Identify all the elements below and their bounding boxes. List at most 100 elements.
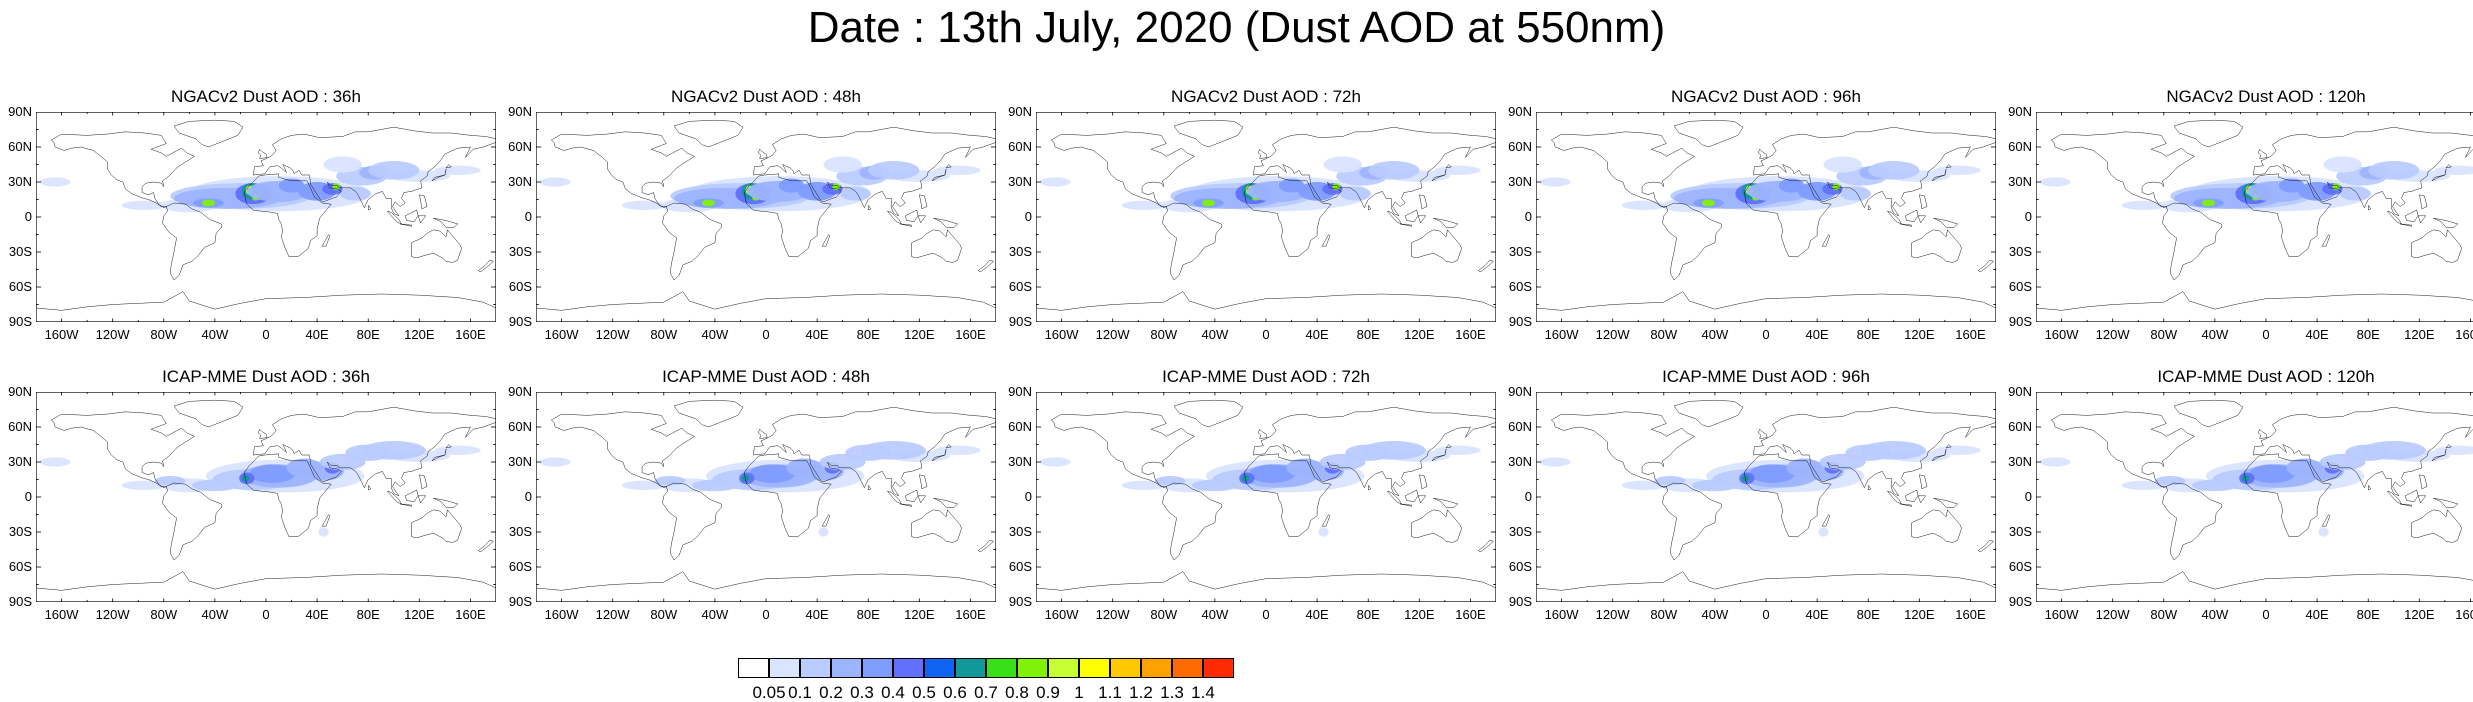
lon-label: 160W — [1544, 327, 1579, 342]
panel-title: ICAP-MME Dust AOD : 96h — [1662, 367, 1870, 386]
coastline — [1387, 491, 1401, 504]
lon-label: 160W — [1544, 607, 1579, 622]
dust-plume-18 — [154, 476, 186, 486]
dust-plume-8 — [1249, 464, 1296, 483]
lon-label: 120W — [595, 607, 630, 622]
dust-plume-19 — [1318, 527, 1329, 537]
dust-plume-16 — [1361, 441, 1426, 460]
lon-label: 80E — [1856, 607, 1880, 622]
panel-title: NGACv2 Dust AOD : 96h — [1671, 87, 1861, 106]
dust-plume-17 — [1691, 479, 1738, 492]
ocean-background — [1536, 112, 1996, 322]
coastline — [419, 475, 427, 489]
lon-label: 120W — [1095, 327, 1130, 342]
coastline — [1418, 216, 1426, 223]
panel-title: NGACv2 Dust AOD : 36h — [171, 87, 361, 106]
lon-label: 120W — [595, 327, 630, 342]
lon-label: 160E — [2455, 327, 2473, 342]
dust-plume-18 — [832, 183, 841, 191]
coastline — [753, 407, 996, 496]
coastline — [900, 224, 912, 226]
coastline — [1900, 224, 1912, 226]
lat-label: 60N — [1008, 139, 1032, 154]
lon-label: 120E — [904, 607, 935, 622]
coastline — [387, 211, 401, 224]
dust-plume-19 — [1818, 527, 1829, 537]
dust-plume-9 — [202, 199, 215, 207]
coastline — [1946, 445, 1951, 449]
dust-plume-4 — [539, 457, 571, 467]
coastline — [2051, 132, 2194, 208]
dust-plume-15 — [2278, 178, 2305, 193]
coastline — [1822, 515, 1830, 527]
dust-plume-3 — [434, 445, 481, 455]
coastline — [918, 216, 926, 223]
coastline — [674, 400, 743, 427]
coastline — [1822, 235, 1830, 247]
coastline — [1978, 540, 1993, 552]
coastline — [2051, 412, 2194, 488]
coastline — [822, 235, 830, 247]
lat-label: 60S — [8, 279, 32, 294]
coastline — [322, 235, 330, 247]
colorbar-box — [1048, 658, 1079, 678]
coastline — [1932, 169, 1946, 181]
dust-plume-4 — [1039, 177, 1071, 187]
coastline — [405, 490, 418, 502]
coastline — [2412, 230, 2462, 263]
dust-plume-21 — [840, 186, 871, 201]
coastline — [1663, 203, 1722, 280]
lat-label: 90N — [508, 384, 532, 399]
coastline — [1674, 400, 1743, 427]
dust-plume-21 — [1340, 186, 1371, 201]
ocean-background — [536, 112, 996, 322]
antarctica-coastline — [2036, 572, 2473, 591]
lon-label: 80W — [2150, 607, 2178, 622]
lat-label: 30N — [1508, 454, 1532, 469]
coastline — [1253, 407, 1496, 496]
lon-label: 80E — [856, 327, 880, 342]
lon-label: 120E — [1904, 607, 1935, 622]
map-panel-ngacv2-36h: NGACv2 Dust AOD : 36h 90N 60N 30N 0 30S 60S 90… — [8, 87, 496, 342]
lon-label: 40W — [201, 607, 229, 622]
coastline — [1551, 412, 1694, 488]
lon-label: 120E — [2404, 607, 2435, 622]
coastline — [868, 485, 871, 490]
panel-title: ICAP-MME Dust AOD : 48h — [662, 367, 870, 386]
coastline — [1868, 205, 1871, 210]
lon-label: 40W — [701, 327, 729, 342]
dust-plume-16 — [2361, 441, 2426, 460]
colorbar-box — [1079, 658, 1110, 678]
dust-plume-4 — [2039, 177, 2071, 187]
coastline — [1412, 230, 1462, 263]
coastline — [1478, 260, 1493, 272]
lon-label: 80E — [2356, 327, 2380, 342]
lat-label: 0 — [524, 209, 532, 224]
coastline — [258, 149, 267, 158]
coastline — [919, 475, 927, 489]
lon-label: 0 — [1262, 607, 1270, 622]
ocean-background — [36, 112, 496, 322]
coastline — [887, 211, 901, 224]
coastline — [2368, 205, 2371, 210]
colorbar-label: 1 — [1074, 683, 1084, 702]
lon-label: 80W — [1150, 607, 1178, 622]
dust-plume-19 — [818, 527, 829, 537]
coastline — [1253, 127, 1496, 216]
coastline — [2433, 218, 2457, 227]
lon-label: 80E — [356, 607, 380, 622]
dust-plume-18 — [1332, 183, 1341, 191]
lon-label: 40E — [805, 327, 829, 342]
lon-label: 80W — [650, 607, 678, 622]
coastline — [1933, 218, 1957, 227]
lat-label: 30S — [2008, 524, 2032, 539]
dust-plume-9 — [1202, 199, 1215, 207]
map-panel-ngacv2-96h: NGACv2 Dust AOD : 96h 90N 60N 30N 0 30S 60S 90… — [1508, 87, 1996, 342]
coastline — [1387, 211, 1401, 224]
coastline — [2244, 174, 2331, 257]
dust-plume-3 — [2434, 445, 2473, 455]
lat-label: 60N — [2008, 419, 2032, 434]
coastline — [1432, 169, 1446, 181]
dust-plume-21 — [2340, 186, 2371, 201]
lat-label: 90N — [1008, 384, 1032, 399]
